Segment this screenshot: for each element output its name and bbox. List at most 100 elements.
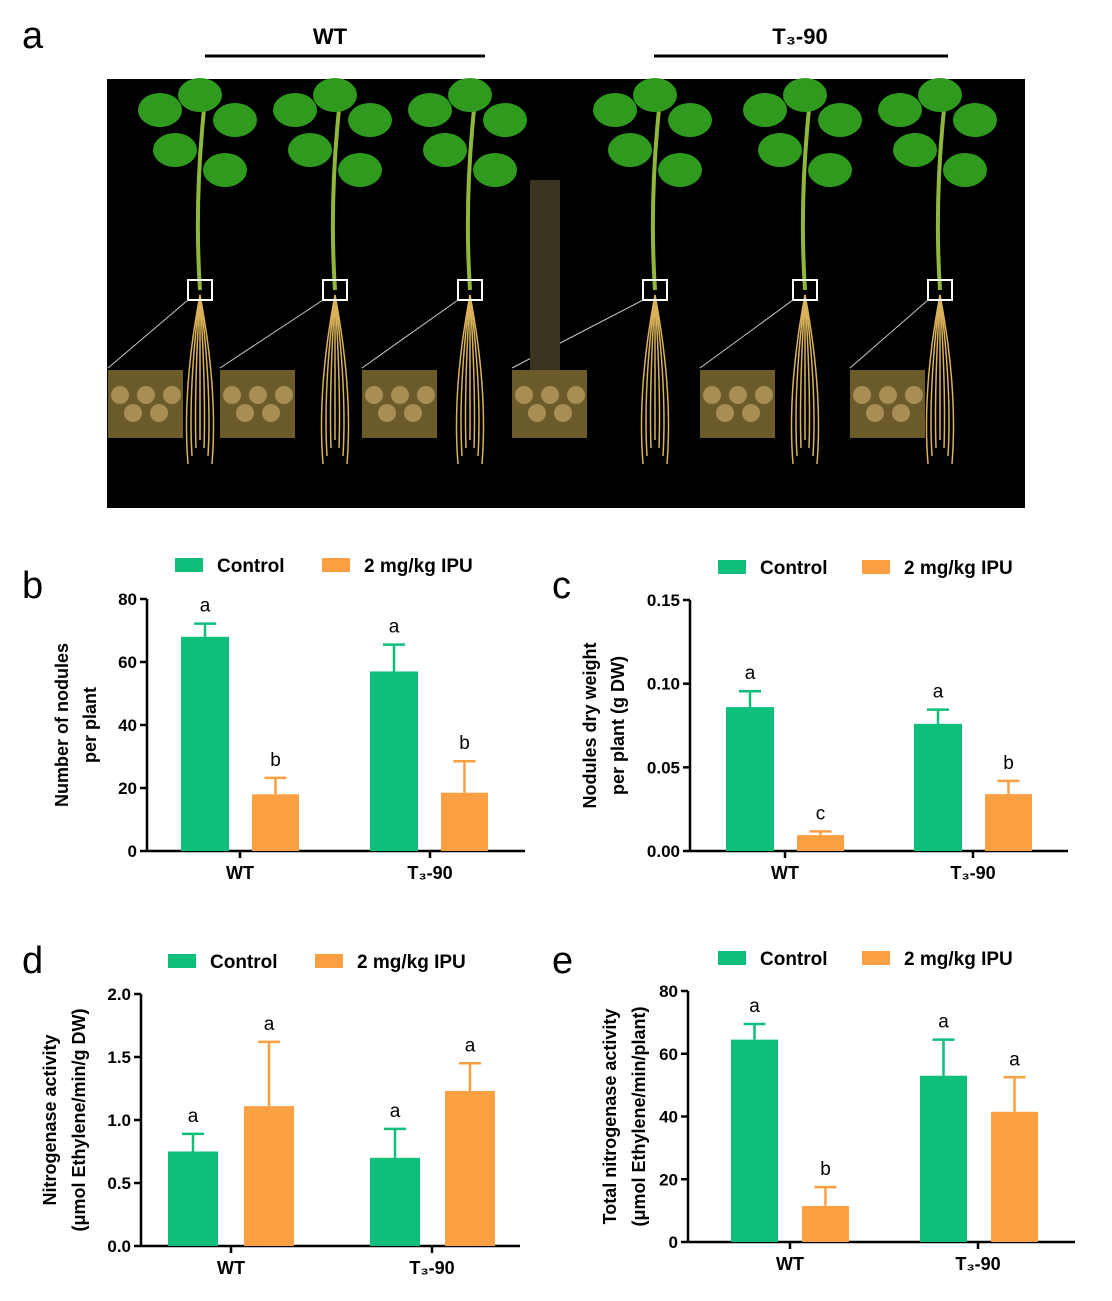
plant-root — [190, 294, 201, 457]
nodule — [528, 404, 546, 422]
plant-stem — [465, 99, 477, 291]
plant — [219, 78, 392, 465]
significance-letter: a — [933, 682, 944, 703]
plant-root — [325, 294, 336, 457]
plant-root — [320, 294, 336, 465]
bar-ipu — [252, 794, 299, 851]
y-tick-label: 1.0 — [107, 1111, 131, 1130]
y-tick-label: 0.0 — [107, 1237, 131, 1256]
nodule — [249, 386, 267, 404]
y-tick-label: 60 — [118, 653, 137, 672]
x-tick-label: T₃-90 — [407, 863, 452, 883]
panel-letter-c: c — [552, 565, 571, 607]
nodule — [236, 404, 254, 422]
significance-letter: a — [264, 1014, 275, 1035]
plant-root — [795, 294, 806, 457]
legend-label: 2 mg/kg IPU — [364, 556, 473, 577]
y-axis-label: Number of nodules — [52, 643, 72, 807]
y-axis-label: per plant — [80, 687, 100, 763]
chart-panel-c: c Control 2 mg/kg IPU 0.00 0.05 0.10 0.15 WT T₃-… — [552, 558, 1068, 883]
y-axis-label: Nitrogenase activity — [40, 1034, 60, 1205]
significance-letter: a — [938, 1012, 949, 1033]
inset-pointer — [219, 299, 324, 369]
plant-stem — [330, 99, 342, 291]
bar-ipu — [985, 794, 1032, 851]
plant-root — [464, 294, 471, 449]
nodule-inset — [850, 370, 925, 438]
plant-leaf — [423, 133, 467, 167]
significance-letter: b — [820, 1159, 831, 1180]
chart-panel-b: b Control 2 mg/kg IPU 0 20 40 60 80 WT T₃-90 Numbe… — [22, 556, 525, 883]
inset-pointer — [849, 299, 929, 369]
inset-marker — [322, 279, 348, 301]
plant — [699, 78, 862, 465]
plant-leaf — [593, 93, 637, 127]
inset-marker — [927, 279, 953, 301]
plant-root — [194, 294, 201, 449]
group-label-wt: WT — [313, 24, 348, 49]
bar-ipu — [441, 792, 488, 851]
plant — [511, 78, 712, 465]
significance-letter: a — [188, 1106, 199, 1127]
plant-root — [799, 294, 806, 449]
plant-root — [469, 294, 480, 457]
bar-control — [370, 671, 418, 851]
plant-root — [804, 294, 820, 465]
nodule — [567, 386, 585, 404]
nodule — [150, 404, 168, 422]
nodule — [905, 386, 923, 404]
plant-root — [199, 294, 206, 449]
plant-root — [334, 294, 350, 465]
plant-root — [930, 294, 941, 457]
nodule — [124, 404, 142, 422]
plant — [107, 78, 257, 465]
y-tick-label: 0.5 — [107, 1174, 131, 1193]
plant-leaf — [918, 78, 962, 112]
plant-root — [199, 294, 210, 457]
plant-leaf — [273, 93, 317, 127]
y-tick-label: 0.05 — [647, 758, 680, 777]
y-tick-label: 0 — [669, 1233, 678, 1252]
plant-leaf — [953, 103, 997, 137]
bar-ipu — [445, 1091, 495, 1246]
plant-root — [654, 294, 661, 449]
y-tick-label: 20 — [118, 779, 137, 798]
bar-ipu — [797, 835, 844, 851]
plant-leaf — [633, 78, 677, 112]
inset-marker — [792, 279, 818, 301]
plant-leaf — [203, 153, 247, 187]
inset-pointer — [361, 299, 459, 369]
legend-swatch — [718, 951, 746, 965]
y-tick-label: 0.15 — [647, 591, 680, 610]
significance-letter: a — [389, 617, 400, 638]
plant-root — [934, 294, 941, 449]
x-tick-label: WT — [217, 1258, 245, 1278]
plant-root — [334, 294, 341, 449]
nodule — [541, 386, 559, 404]
bar-ipu — [244, 1106, 294, 1246]
significance-letter: c — [816, 803, 826, 824]
bar-control — [168, 1151, 218, 1246]
plant-root — [804, 294, 815, 457]
charts: b Control 2 mg/kg IPU 0 20 40 60 80 WT T₃-90 Numbe… — [22, 556, 1075, 1278]
plant-root — [199, 294, 215, 465]
plant-leaf — [153, 133, 197, 167]
plant-root — [649, 294, 656, 449]
nodule-inset — [362, 370, 437, 438]
plant-root — [925, 294, 941, 465]
x-tick-label: WT — [771, 863, 799, 883]
bar-ipu — [991, 1111, 1038, 1242]
nodule — [866, 404, 884, 422]
plant-root — [804, 294, 811, 449]
y-tick-label: 80 — [118, 590, 137, 609]
inset-pointer — [699, 299, 794, 369]
plant-stem — [935, 99, 947, 291]
plant-root — [455, 294, 471, 465]
nodule — [729, 386, 747, 404]
bar-control — [914, 723, 962, 851]
inset-marker — [457, 279, 483, 301]
legend-label: Control — [217, 556, 285, 577]
nodule — [378, 404, 396, 422]
bar-ipu — [802, 1205, 849, 1242]
